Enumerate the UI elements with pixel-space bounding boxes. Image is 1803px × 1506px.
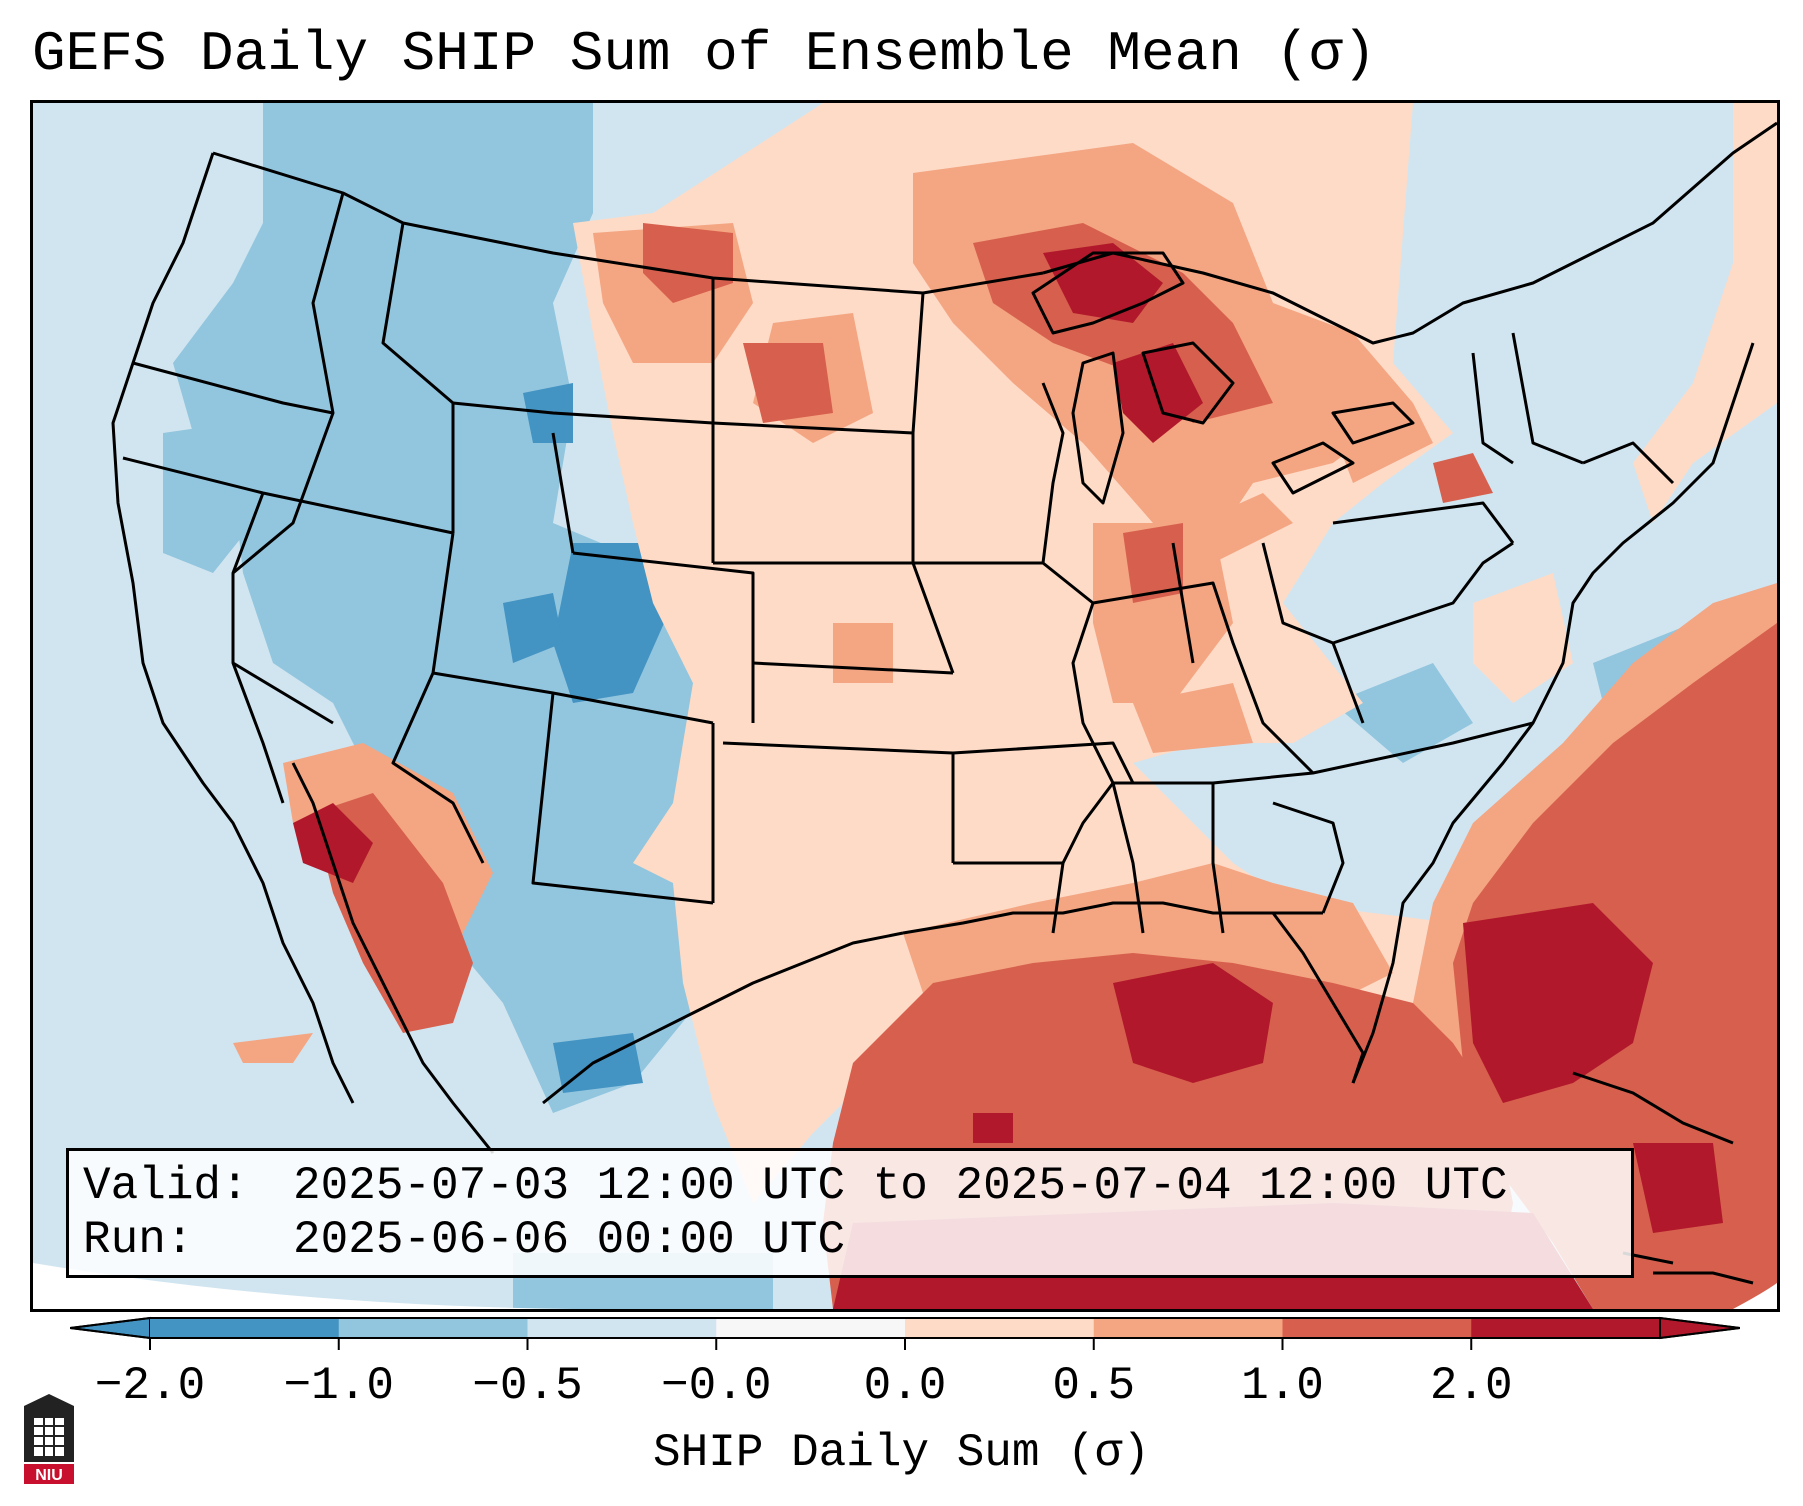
colorbar-segment — [1282, 1318, 1472, 1338]
colorbar-tick-label: 2.0 — [1429, 1360, 1513, 1412]
colorbar-segment — [338, 1318, 528, 1338]
colorbar-extend-low — [70, 1316, 151, 1340]
colorbar-segment — [150, 1318, 340, 1338]
valid-run-info-box: Valid: 2025-07-03 12:00 UTC to 2025-07-04… — [66, 1148, 1634, 1278]
colorbar-extend-high — [1659, 1316, 1740, 1340]
colorbar-outline — [70, 1317, 1740, 1339]
run-value: 2025-06-06 00:00 UTC — [293, 1214, 846, 1266]
colorbar-label: SHIP Daily Sum (σ) — [653, 1427, 1150, 1479]
valid-value: 2025-07-03 12:00 UTC to 2025-07-04 12:00… — [293, 1160, 1508, 1212]
colorbar — [70, 1316, 1740, 1350]
map-canvas — [33, 103, 1777, 1309]
run-label: Run: — [83, 1214, 194, 1266]
colorbar-tick-label: −0.0 — [661, 1360, 772, 1412]
colorbar-tick-label: −0.5 — [472, 1360, 583, 1412]
map-title: GEFS Daily SHIP Sum of Ensemble Mean (σ) — [32, 22, 1377, 86]
colorbar-tick-label: 0.5 — [1052, 1360, 1136, 1412]
map-panel[interactable] — [30, 100, 1780, 1312]
run-time-line: Run: 2025-06-06 00:00 UTC — [83, 1213, 1617, 1267]
colorbar-segment — [1093, 1318, 1283, 1338]
niu-logo-text: NIU — [35, 1467, 63, 1484]
valid-time-line: Valid: 2025-07-03 12:00 UTC to 2025-07-04… — [83, 1159, 1617, 1213]
colorbar-tick-label: 1.0 — [1241, 1360, 1324, 1412]
state-boundaries — [111, 121, 1777, 1154]
valid-label: Valid: — [83, 1160, 249, 1212]
colorbar-ticks — [149, 1338, 1473, 1350]
niu-logo: NIU — [24, 1394, 74, 1484]
projection-edge — [33, 1263, 673, 1309]
colorbar-segments — [150, 1318, 1661, 1338]
colorbar-tick-label: −1.0 — [283, 1360, 394, 1412]
colorbar-segment — [905, 1318, 1095, 1338]
colorbar-tick-label: −2.0 — [94, 1360, 206, 1412]
colorbar-tick-label: 0.0 — [863, 1360, 947, 1412]
colorbar-segment — [716, 1318, 906, 1338]
colorbar-segment — [1471, 1318, 1661, 1338]
strong-negative-areas — [503, 383, 673, 1093]
colorbar-segment — [527, 1318, 717, 1338]
